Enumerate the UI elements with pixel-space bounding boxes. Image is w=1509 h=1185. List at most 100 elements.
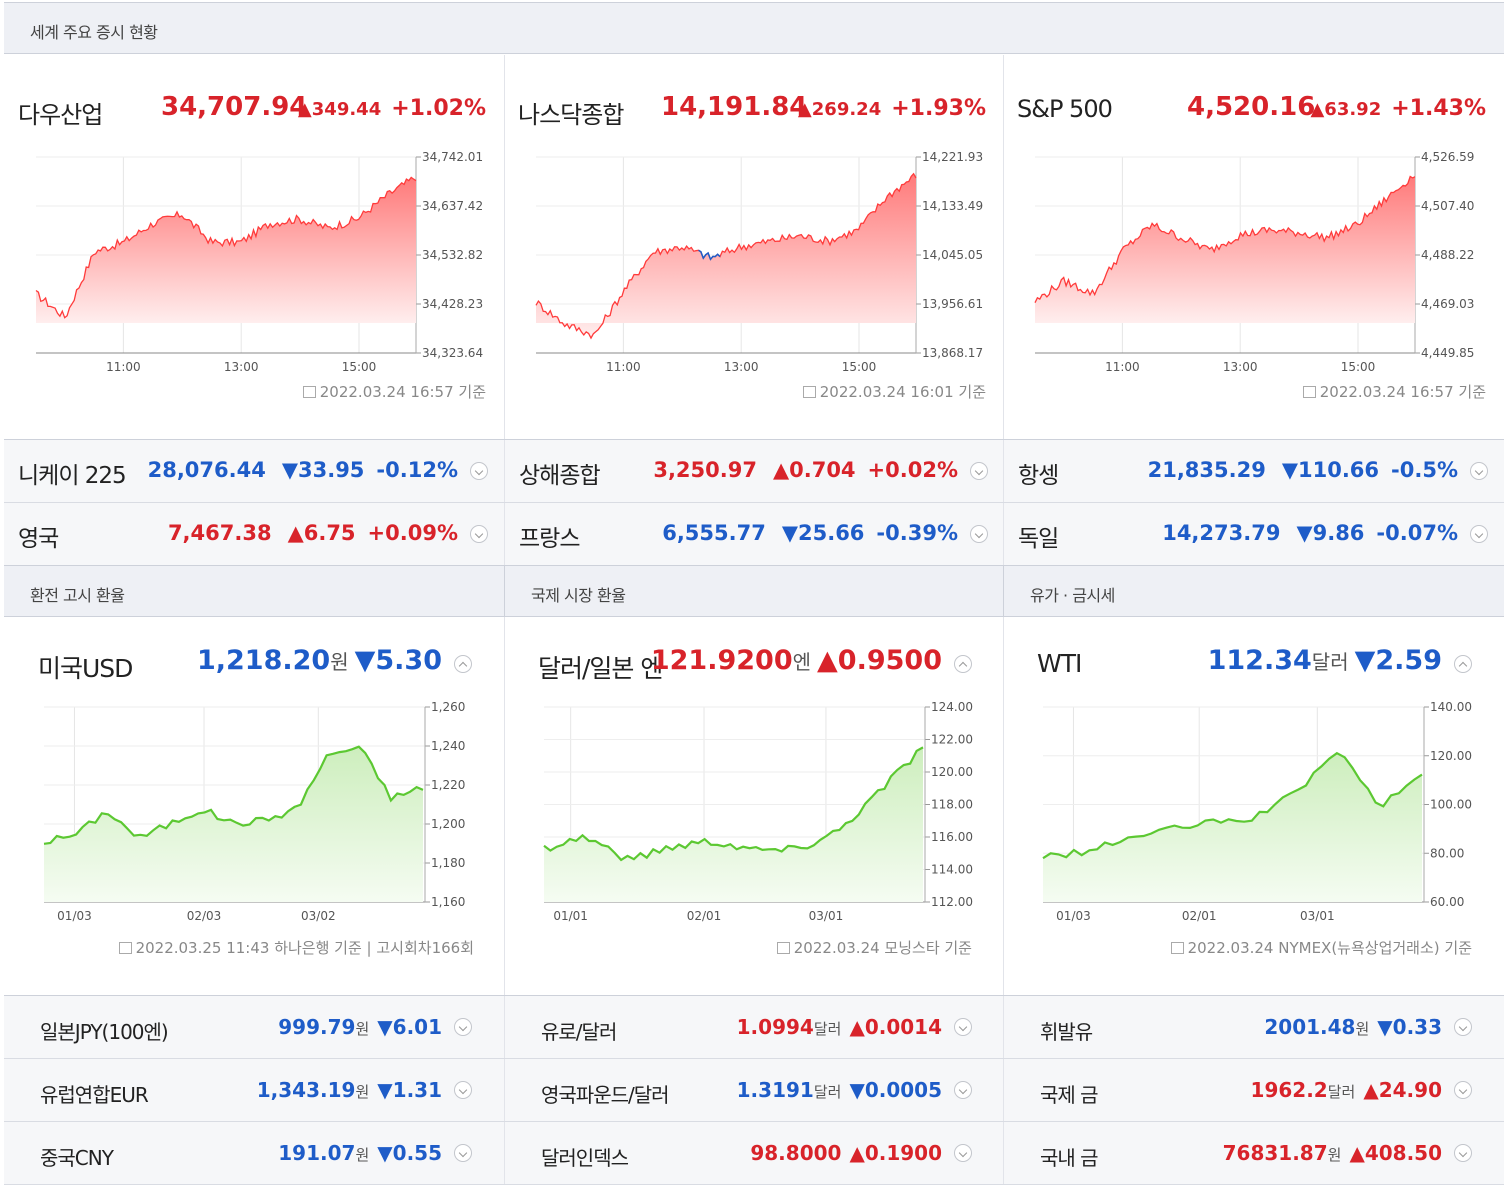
index-row[interactable]: 상해종합 3,250.97 ▲0.704 +0.02% <box>504 440 1004 502</box>
chevron-down-icon[interactable] <box>954 1144 972 1162</box>
fx-row[interactable]: 국제 금 1962.2달러 ▲24.90 <box>1003 1059 1504 1121</box>
y-tick-label: 114.00 <box>931 863 973 877</box>
series-line-below-prev-close <box>698 249 721 261</box>
fx-row-values: 98.8000 ▲0.1900 <box>750 1141 942 1165</box>
chevron-down-icon[interactable] <box>1454 1081 1472 1099</box>
chevron-up-icon[interactable] <box>454 655 472 673</box>
fx-chart: 1,260 1,240 1,220 1,200 1,180 1,160 01/03 02/03… <box>43 700 465 923</box>
timestamp: 2022.03.24 모닝스타 기준 <box>776 937 972 958</box>
timestamp: 2022.03.24 NYMEX(뉴욕상업거래소) 기준 <box>1170 937 1472 958</box>
fx-row-name: 국내 금 <box>1040 1146 1099 1170</box>
index-chart: 34,742.01 34,637.42 34,532.82 34,428.23 34,3… <box>35 150 483 374</box>
x-tick-label: 11:00 <box>606 360 641 374</box>
timestamp-text: 2022.03.24 모닝스타 기준 <box>793 939 972 957</box>
y-tick-label: 122.00 <box>931 733 973 747</box>
index-row-pct: +0.02% <box>867 458 958 482</box>
chevron-down-icon[interactable] <box>1470 462 1488 480</box>
index-row-price: 6,555.77 <box>662 521 766 545</box>
chevron-down-icon[interactable] <box>954 1081 972 1099</box>
index-row-pct: -0.39% <box>876 521 958 545</box>
chevron-down-icon[interactable] <box>1454 1144 1472 1162</box>
index-row[interactable]: 영국 7,467.38 ▲6.75 +0.09% <box>4 503 504 565</box>
index-card[interactable]: S&P 500 4,520.16 ▲63.92 +1.43% 4,526.59 4,507… <box>1003 55 1504 439</box>
timestamp-text: 2022.03.25 11:43 하나은행 기준 | 고시회차166회 <box>135 939 474 957</box>
index-row-pct: -0.12% <box>376 458 458 482</box>
divider <box>4 439 1504 440</box>
chevron-up-icon[interactable] <box>954 655 972 673</box>
fx-card[interactable]: WTI 112.34달러 ▼2.59 140.00 120.00 100.00 80.00 6… <box>1003 617 1504 995</box>
fx-row[interactable]: 달러인덱스 98.8000 ▲0.1900 <box>504 1122 1004 1184</box>
index-row[interactable]: 프랑스 6,555.77 ▼25.66 -0.39% <box>504 503 1004 565</box>
divider <box>1003 55 1004 439</box>
fx-row-change: ▼0.33 <box>1377 1015 1442 1039</box>
fx-row[interactable]: 중국CNY 191.07원 ▼0.55 <box>4 1122 504 1184</box>
index-row[interactable]: 항셍 21,835.29 ▼110.66 -0.5% <box>1003 440 1504 502</box>
chevron-down-icon[interactable] <box>454 1144 472 1162</box>
fx-row-name: 영국파운드/달러 <box>541 1083 670 1107</box>
index-change-pct: +1.93% <box>891 96 986 121</box>
y-tick-label: 4,526.59 <box>1421 150 1474 164</box>
series-line <box>43 745 424 845</box>
fx-value-group: 1,218.20원 ▼5.30 <box>197 645 442 676</box>
index-row-change: ▼25.66 <box>781 521 865 545</box>
fx-row[interactable]: 국내 금 76831.87원 ▲408.50 <box>1003 1122 1504 1184</box>
index-row-values: 7,467.38 ▲6.75 +0.09% <box>168 521 458 545</box>
index-change: ▲269.24 +1.93% <box>798 96 986 121</box>
index-card[interactable]: 다우산업 34,707.94 ▲349.44 +1.02% 34,742.01 34,63… <box>4 55 504 439</box>
chevron-down-icon[interactable] <box>970 462 988 480</box>
index-row-price: 14,273.79 <box>1162 521 1281 545</box>
x-tick-label: 01/03 <box>1056 909 1091 923</box>
index-row-price: 21,835.29 <box>1147 458 1266 482</box>
chevron-down-icon[interactable] <box>454 1081 472 1099</box>
series-line <box>35 176 417 319</box>
divider <box>4 502 1504 503</box>
y-tick-label: 60.00 <box>1430 895 1464 909</box>
fx-value-group: 121.9200엔 ▲0.9500 <box>651 645 942 676</box>
fx-row-change: ▲0.0014 <box>849 1015 942 1039</box>
fx-unit: 엔 <box>792 650 812 674</box>
fx-row[interactable]: 유로/달러 1.0994달러 ▲0.0014 <box>504 996 1004 1058</box>
x-tick-label: 02/03 <box>187 909 222 923</box>
chevron-down-icon[interactable] <box>454 1018 472 1036</box>
x-tick-label: 03/01 <box>1300 909 1335 923</box>
y-tick-label: 14,045.05 <box>922 248 983 262</box>
timestamp: 2022.03.24 16:57 기준 <box>1302 381 1486 402</box>
fx-chart: 124.00 122.00 120.00 118.00 116.00 114.00 112.… <box>543 700 973 923</box>
fx-row[interactable]: 일본JPY(100엔) 999.79원 ▼6.01 <box>4 996 504 1058</box>
index-row[interactable]: 니케이 225 28,076.44 ▼33.95 -0.12% <box>4 440 504 502</box>
y-tick-label: 1,260 <box>431 700 465 714</box>
chevron-down-icon[interactable] <box>470 525 488 543</box>
fx-row[interactable]: 유럽연합EUR 1,343.19원 ▼1.31 <box>4 1059 504 1121</box>
chevron-down-icon[interactable] <box>970 525 988 543</box>
chevron-down-icon[interactable] <box>1454 1018 1472 1036</box>
chevron-down-icon[interactable] <box>1470 525 1488 543</box>
fx-row[interactable]: 영국파운드/달러 1.3191달러 ▼0.0005 <box>504 1059 1004 1121</box>
fx-row[interactable]: 휘발유 2001.48원 ▼0.33 <box>1003 996 1504 1058</box>
chevron-down-icon[interactable] <box>470 462 488 480</box>
index-card[interactable]: 나스닥종합 14,191.84 ▲269.24 +1.93% 14,221.93 14,1… <box>504 55 1004 439</box>
y-tick-label: 4,469.03 <box>1421 297 1474 311</box>
index-row-change: ▲0.704 <box>772 458 856 482</box>
fx-row-value: 1.0994 <box>736 1015 814 1039</box>
divider <box>4 995 1504 996</box>
index-row-price: 3,250.97 <box>653 458 757 482</box>
chevron-down-icon[interactable] <box>954 1018 972 1036</box>
y-tick-label: 1,160 <box>431 895 465 909</box>
fx-row-value: 191.07 <box>278 1141 356 1165</box>
y-tick-label: 1,200 <box>431 817 465 831</box>
series-line <box>543 746 924 862</box>
index-row[interactable]: 독일 14,273.79 ▼9.86 -0.07% <box>1003 503 1504 565</box>
fx-change: ▲0.9500 <box>817 645 942 676</box>
fx-row-values: 76831.87원 ▲408.50 <box>1223 1141 1442 1165</box>
y-tick-label: 112.00 <box>931 895 973 909</box>
y-tick-label: 124.00 <box>931 700 973 714</box>
index-row-name: 니케이 225 <box>18 463 127 489</box>
section-header-fx-notice: 환전 고시 환율 <box>4 565 504 617</box>
fx-card[interactable]: 달러/일본 엔 121.9200엔 ▲0.9500 124.00 122.00 120.0… <box>504 617 1004 995</box>
y-tick-label: 4,449.85 <box>1421 346 1474 360</box>
fx-card[interactable]: 미국USD 1,218.20원 ▼5.30 1,260 1,240 1,220 1,200 1… <box>4 617 504 995</box>
chevron-up-icon[interactable] <box>1454 655 1472 673</box>
index-change-value: ▲349.44 <box>297 99 382 120</box>
calendar-icon <box>1302 386 1316 398</box>
index-row-name: 프랑스 <box>519 526 580 552</box>
